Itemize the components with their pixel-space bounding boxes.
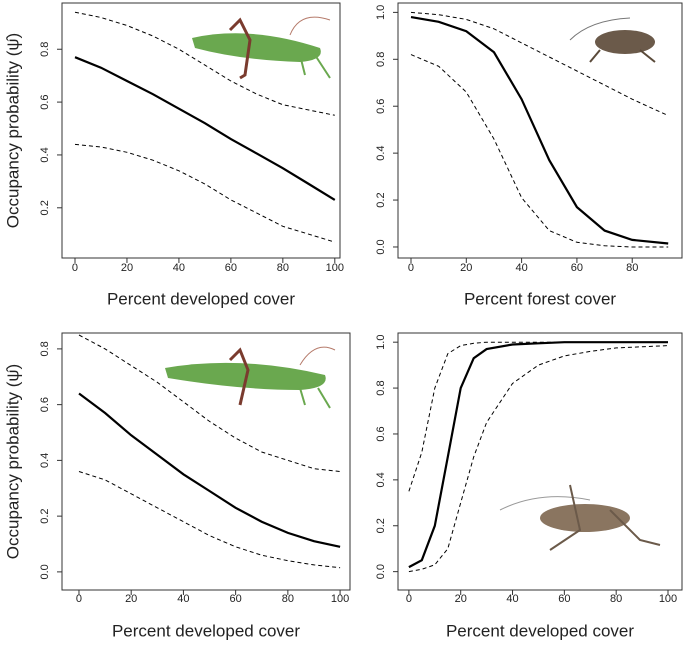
x-tick-label: 0 bbox=[72, 262, 78, 274]
plot-frame bbox=[397, 332, 683, 591]
katydid-illustration bbox=[192, 16, 331, 80]
confidence-line bbox=[408, 345, 669, 573]
x-tick-label: 0 bbox=[406, 593, 412, 605]
x-tick-label: 100 bbox=[331, 593, 349, 605]
x-tick-label: 100 bbox=[659, 593, 677, 605]
x-tick-label: 60 bbox=[558, 593, 570, 605]
y-tick-label: 1.0 bbox=[375, 5, 387, 20]
y-tick-label: 0.6 bbox=[375, 99, 387, 114]
y-tick-label: 0.0 bbox=[39, 564, 51, 579]
confidence-line bbox=[74, 143, 335, 243]
y-tick-label: 0.0 bbox=[375, 239, 387, 254]
mean-line bbox=[410, 16, 669, 245]
plot-frame bbox=[61, 332, 351, 591]
x-tick-label: 80 bbox=[282, 593, 294, 605]
cricket-illustration bbox=[499, 484, 661, 551]
x-axis-label: Percent developed cover bbox=[446, 621, 634, 640]
y-tick-label: 0.8 bbox=[375, 380, 387, 395]
x-tick-label: 60 bbox=[230, 593, 242, 605]
mean-line bbox=[78, 392, 341, 548]
x-tick-label: 20 bbox=[455, 593, 467, 605]
y-tick-label: 0.2 bbox=[39, 200, 51, 215]
confidence-line bbox=[410, 54, 669, 248]
x-tick-label: 60 bbox=[571, 262, 583, 274]
y-tick-label: 0.6 bbox=[39, 397, 51, 412]
x-tick-label: 40 bbox=[515, 262, 527, 274]
confidence-line bbox=[78, 334, 341, 472]
y-tick-label: 0.8 bbox=[39, 42, 51, 57]
mean-line bbox=[408, 341, 668, 569]
x-tick-label: 20 bbox=[125, 593, 137, 605]
y-tick-label: 0.4 bbox=[39, 147, 51, 162]
cricket-illustration bbox=[569, 17, 656, 63]
x-tick-label: 100 bbox=[326, 262, 344, 274]
y-tick-label: 0.8 bbox=[39, 341, 51, 356]
x-tick-label: 20 bbox=[460, 262, 472, 274]
x-tick-label: 80 bbox=[277, 262, 289, 274]
x-tick-label: 20 bbox=[121, 262, 133, 274]
x-tick-label: 80 bbox=[626, 262, 638, 274]
plot-frame bbox=[397, 2, 683, 259]
y-tick-label: 0.6 bbox=[39, 94, 51, 109]
x-tick-label: 40 bbox=[173, 262, 185, 274]
y-axis-label: Occupancy probability (ψ̂) bbox=[3, 364, 22, 559]
katydid-illustration bbox=[165, 346, 336, 409]
x-tick-label: 40 bbox=[177, 593, 189, 605]
y-tick-label: 0.4 bbox=[375, 145, 387, 160]
x-tick-label: 40 bbox=[506, 593, 518, 605]
x-tick-label: 60 bbox=[225, 262, 237, 274]
y-tick-label: 0.2 bbox=[39, 508, 51, 523]
y-tick-label: 0.4 bbox=[375, 472, 387, 487]
x-axis-label: Percent developed cover bbox=[112, 621, 300, 640]
y-tick-label: 0.8 bbox=[375, 52, 387, 67]
plot-frame bbox=[61, 2, 341, 259]
y-tick-label: 0.6 bbox=[375, 426, 387, 441]
mean-line bbox=[74, 56, 336, 201]
y-axis-label: Occupancy probability (ψ̂) bbox=[3, 33, 22, 228]
y-tick-label: 1.0 bbox=[375, 335, 387, 350]
x-axis-label: Percent developed cover bbox=[107, 289, 295, 308]
x-tick-label: 80 bbox=[610, 593, 622, 605]
y-tick-label: 0.4 bbox=[39, 453, 51, 468]
confidence-line bbox=[408, 341, 668, 492]
y-tick-label: 0.2 bbox=[375, 192, 387, 207]
x-tick-label: 0 bbox=[408, 262, 414, 274]
x-axis-label: Percent forest cover bbox=[464, 289, 616, 308]
y-tick-label: 0.0 bbox=[375, 564, 387, 579]
confidence-line bbox=[78, 471, 341, 569]
y-tick-label: 0.2 bbox=[375, 518, 387, 533]
x-tick-label: 0 bbox=[76, 593, 82, 605]
confidence-line bbox=[410, 11, 669, 117]
confidence-line bbox=[74, 11, 335, 116]
